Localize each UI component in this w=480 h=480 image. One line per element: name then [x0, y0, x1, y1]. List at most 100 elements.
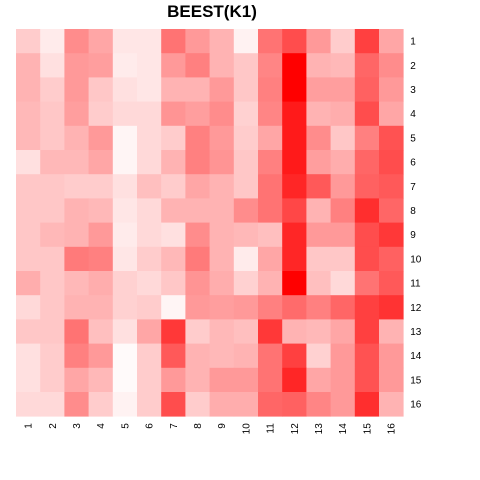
heatmap-cell — [137, 53, 162, 78]
heatmap-cell — [330, 392, 356, 417]
heatmap-cell — [40, 271, 65, 296]
heatmap-cells — [16, 29, 404, 417]
heatmap-cell — [233, 271, 259, 296]
heatmap-cell — [185, 198, 210, 223]
heatmap-cell — [40, 174, 65, 199]
heatmap-cell — [161, 101, 186, 127]
heatmap-cell — [40, 222, 65, 248]
heatmap-cell — [112, 343, 138, 369]
heatmap-cell — [330, 125, 356, 151]
heatmap-cell — [209, 174, 235, 199]
heatmap-cell — [306, 150, 331, 175]
heatmap-cell — [64, 125, 89, 151]
heatmap-cell — [88, 222, 114, 248]
heatmap-cell — [64, 319, 89, 344]
heatmap-cell — [354, 319, 380, 344]
row-tick-label: 14 — [410, 351, 422, 362]
heatmap-cell — [88, 343, 114, 369]
heatmap-cell — [354, 150, 380, 175]
column-tick-label: 9 — [217, 423, 228, 429]
heatmap-cell — [185, 77, 210, 102]
heatmap-cell — [16, 246, 41, 272]
heatmap-cell — [16, 53, 41, 78]
heatmap-cell — [258, 295, 283, 320]
heatmap-cell — [379, 174, 404, 199]
heatmap-cell — [112, 29, 138, 54]
heatmap-cell — [258, 29, 283, 54]
column-tick-label: 15 — [362, 423, 373, 435]
heatmap-cell — [16, 319, 41, 344]
row-tick-label: 16 — [410, 400, 422, 411]
heatmap-cell — [282, 295, 307, 320]
heatmap-cell — [112, 246, 138, 272]
heatmap-cell — [306, 125, 331, 151]
heatmap-cell — [233, 77, 259, 102]
heatmap-cell — [306, 367, 331, 393]
heatmap-cell — [379, 246, 404, 272]
column-tick-label: 1 — [24, 423, 35, 429]
heatmap-cell — [161, 343, 186, 369]
heatmap-cell — [209, 367, 235, 393]
column-tick-label: 6 — [145, 423, 156, 429]
heatmap-cell — [112, 174, 138, 199]
heatmap-cell — [88, 125, 114, 151]
heatmap-cell — [379, 101, 404, 127]
heatmap-cell — [88, 77, 114, 102]
heatmap-cell — [137, 271, 162, 296]
heatmap-cell — [64, 246, 89, 272]
heatmap-cell — [112, 367, 138, 393]
heatmap-cell — [233, 246, 259, 272]
heatmap-cell — [88, 295, 114, 320]
row-tick-label: 5 — [410, 133, 416, 144]
heatmap-cell — [64, 295, 89, 320]
column-tick-label: 11 — [266, 423, 277, 434]
heatmap-cell — [258, 150, 283, 175]
heatmap-cell — [233, 101, 259, 127]
heatmap-cell — [161, 174, 186, 199]
heatmap-cell — [161, 271, 186, 296]
heatmap-cell — [282, 29, 307, 54]
heatmap-cell — [185, 125, 210, 151]
heatmap-cell — [209, 53, 235, 78]
heatmap-cell — [112, 101, 138, 127]
heatmap-cell — [185, 319, 210, 344]
heatmap-cell — [306, 222, 331, 248]
heatmap-cell — [64, 222, 89, 248]
heatmap-cell — [330, 174, 356, 199]
heatmap-cell — [233, 174, 259, 199]
heatmap-cell — [137, 125, 162, 151]
heatmap-cell — [16, 295, 41, 320]
column-tick-label: 10 — [241, 423, 252, 435]
heatmap-cell — [16, 174, 41, 199]
row-tick-label: 4 — [410, 109, 416, 120]
heatmap-cell — [282, 392, 307, 417]
heatmap-cell — [330, 198, 356, 223]
heatmap-cell — [330, 319, 356, 344]
heatmap-cell — [354, 271, 380, 296]
heatmap-cell — [330, 77, 356, 102]
row-tick-label: 8 — [410, 206, 416, 217]
heatmap-cell — [40, 319, 65, 344]
heatmap-cell — [330, 271, 356, 296]
heatmap-cell — [233, 198, 259, 223]
heatmap-cell — [40, 295, 65, 320]
heatmap-cell — [112, 198, 138, 223]
heatmap-cell — [40, 246, 65, 272]
heatmap-cell — [258, 101, 283, 127]
heatmap-cell — [161, 125, 186, 151]
heatmap-cell — [354, 295, 380, 320]
heatmap-cell — [258, 53, 283, 78]
heatmap-cell — [40, 150, 65, 175]
heatmap-cell — [64, 101, 89, 127]
heatmap-cell — [354, 53, 380, 78]
heatmap-cell — [379, 53, 404, 78]
heatmap-cell — [137, 295, 162, 320]
heatmap-cell — [379, 29, 404, 54]
heatmap-cell — [88, 174, 114, 199]
heatmap-cell — [258, 198, 283, 223]
heatmap-cell — [282, 343, 307, 369]
heatmap-cell — [306, 77, 331, 102]
heatmap-cell — [88, 101, 114, 127]
heatmap-cell — [282, 367, 307, 393]
heatmap-cell — [379, 343, 404, 369]
